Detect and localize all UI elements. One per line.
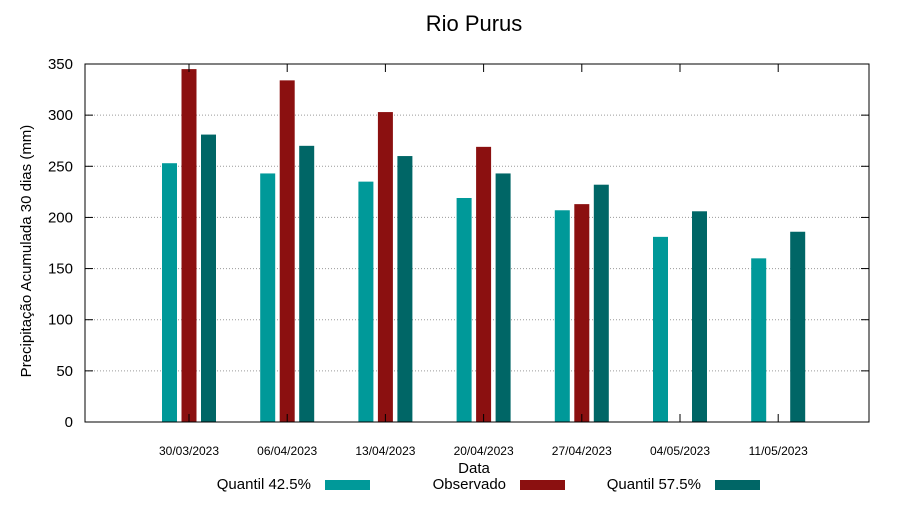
y-tick-label: 300 — [48, 107, 73, 124]
bar — [456, 197, 472, 422]
y-axis-ticks: 0 50 100 150 200 250 300 350 — [48, 56, 869, 431]
legend-swatch — [715, 480, 760, 490]
chart-title: Rio Purus — [426, 11, 523, 36]
x-tick-label: 30/03/2023 — [159, 444, 219, 458]
bar — [476, 146, 492, 422]
bar — [751, 258, 767, 422]
bar — [495, 173, 511, 422]
legend-label: Quantil 42.5% — [217, 476, 311, 493]
y-tick-label: 250 — [48, 158, 73, 175]
y-tick-label: 100 — [48, 312, 73, 329]
bar — [593, 184, 609, 422]
bar — [397, 156, 413, 423]
legend-label: Quantil 57.5% — [607, 476, 701, 493]
plot-frame — [84, 63, 870, 423]
y-tick-label: 0 — [65, 414, 73, 431]
x-tick-label: 20/04/2023 — [454, 444, 514, 458]
x-tick-label: 04/05/2023 — [650, 444, 710, 458]
bar — [181, 69, 197, 422]
bar — [162, 163, 177, 422]
y-tick-label: 200 — [48, 209, 73, 226]
y-tick-label: 150 — [48, 261, 73, 278]
x-tick-label: 06/04/2023 — [257, 444, 317, 458]
bar — [260, 173, 276, 422]
y-tick-label: 350 — [48, 56, 73, 73]
bars — [162, 69, 806, 423]
bar — [201, 134, 216, 422]
bar — [790, 231, 806, 422]
bar — [554, 210, 570, 422]
x-axis-label: Data — [458, 460, 490, 477]
x-tick-label: 11/05/2023 — [749, 444, 808, 458]
bar — [574, 204, 590, 422]
x-axis-ticks: 30/03/2023 06/04/2023 13/04/2023 20/04/2023… — [159, 64, 808, 458]
legend-swatch — [325, 480, 370, 490]
x-tick-label: 13/04/2023 — [355, 444, 415, 458]
bar — [358, 181, 374, 422]
x-tick-label: 27/04/2023 — [552, 444, 612, 458]
bar — [653, 236, 668, 422]
bar — [299, 145, 315, 423]
y-tick-label: 50 — [56, 363, 73, 380]
y-axis-label: Precipitação Acumulada 30 dias (mm) — [18, 125, 35, 378]
legend-label: Observado — [433, 476, 506, 493]
bar — [279, 80, 295, 422]
bar — [377, 112, 393, 423]
legend-swatch — [520, 480, 565, 490]
legend: Quantil 42.5% Observado Quantil 57.5% — [217, 476, 760, 493]
bar — [692, 211, 707, 422]
